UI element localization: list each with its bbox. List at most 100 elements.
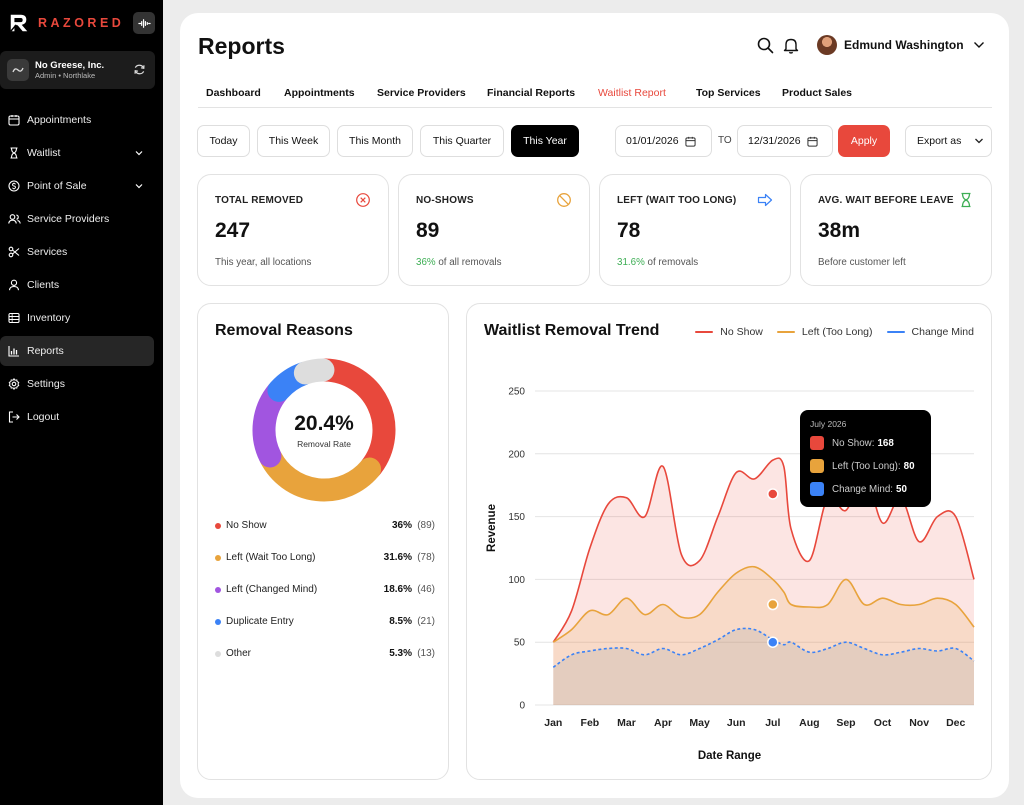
search-icon[interactable] — [757, 37, 774, 54]
removal-rate-label: Removal Rate — [297, 438, 351, 449]
date-range-separator: TO — [718, 135, 732, 146]
waveform-icon — [137, 18, 151, 28]
tab-dashboard[interactable]: Dashboard — [206, 87, 261, 99]
tab-appointments[interactable]: Appointments — [284, 87, 355, 99]
highlight-point[interactable] — [767, 598, 779, 611]
area-change-mind — [553, 628, 974, 705]
tooltip-swatch — [810, 482, 824, 496]
razored-logo-icon — [10, 14, 28, 32]
y-axis-label: Revenue — [486, 504, 498, 552]
highlight-point[interactable] — [767, 488, 779, 500]
legend-percent: 31.6% — [383, 552, 412, 563]
sidebar-item-label: Point of Sale — [27, 180, 87, 192]
calendar-icon — [8, 115, 20, 126]
sidebar-item-appointments[interactable]: Appointments — [0, 105, 154, 135]
stat-value: 78 — [617, 219, 641, 242]
x-axis-label: Date Range — [698, 750, 761, 762]
area-no-show — [553, 458, 974, 705]
sidebar-item-clients[interactable]: Clients — [0, 270, 154, 300]
period-year-button[interactable]: This Year — [511, 125, 579, 157]
period-month-button[interactable]: This Month — [337, 125, 413, 157]
tab-financial-reports[interactable]: Financial Reports — [487, 87, 576, 99]
donut-slice[interactable] — [259, 446, 382, 502]
removal-reasons-card: Removal Reasons 20.4% Removal Rate No Sh… — [197, 303, 449, 780]
stat-card-avg-wait: AVG. WAIT BEFORE LEAVE 38m Before custom… — [800, 174, 992, 286]
tab-top-services[interactable]: Top Services — [696, 87, 761, 99]
switch-refresh-icon[interactable] — [133, 63, 146, 76]
legend-item-change-mind[interactable]: Change Mind — [886, 326, 974, 338]
donut-slice[interactable] — [293, 358, 335, 385]
chevron-down-icon — [135, 184, 143, 189]
stat-label: NO-SHOWS — [416, 195, 474, 206]
sidebar-item-service-providers[interactable]: Service Providers — [0, 204, 154, 234]
tooltip-label: Change Mind: — [832, 483, 893, 495]
sidebar-toggle-button[interactable] — [133, 12, 155, 34]
legend-item-left-too-long[interactable]: Left (Too Long) — [776, 326, 873, 338]
y-tick-label: 250 — [508, 387, 525, 398]
y-tick-label: 50 — [514, 638, 526, 649]
line-left-too-long[interactable] — [552, 565, 975, 643]
donut-slice[interactable] — [313, 358, 396, 479]
sidebar-item-label: Service Providers — [27, 213, 110, 225]
sidebar-item-settings[interactable]: Settings — [0, 369, 154, 399]
x-tick-label: Jul — [765, 717, 780, 729]
scissors-icon — [8, 246, 20, 258]
x-tick-label: Mar — [617, 717, 636, 729]
stat-card-no-shows: NO-SHOWS 89 36% of all removals — [398, 174, 590, 286]
donut-center: 20.4% Removal Rate — [250, 356, 398, 504]
legend-percent: 18.6% — [383, 584, 412, 595]
sidebar-item-logout[interactable]: Logout — [0, 402, 154, 432]
highlight-point[interactable] — [767, 636, 779, 648]
bell-icon[interactable] — [783, 37, 799, 54]
filter-bar: Today This Week This Month This Quarter … — [197, 125, 992, 157]
line-change-mind[interactable] — [552, 627, 975, 668]
period-quarter-button[interactable]: This Quarter — [420, 125, 504, 157]
x-tick-label: Jun — [727, 717, 746, 729]
tooltip-swatch — [810, 459, 824, 473]
tab-waitlist-report[interactable]: Waitlist Report — [598, 87, 666, 99]
tab-service-providers[interactable]: Service Providers — [377, 87, 466, 99]
legend-count: (89) — [417, 520, 435, 531]
x-tick-label: Nov — [909, 717, 929, 729]
sidebar-item-point-of-sale[interactable]: Point of Sale — [0, 171, 154, 201]
sidebar-item-label: Clients — [27, 279, 60, 291]
hourglass-icon — [961, 192, 971, 208]
y-tick-label: 0 — [519, 701, 525, 712]
legend-label: Change Mind — [911, 326, 974, 338]
period-week-button[interactable]: This Week — [257, 125, 330, 157]
sidebar-item-label: Services — [27, 246, 68, 258]
user-icon — [8, 279, 20, 291]
tooltip-value: 80 — [903, 460, 915, 472]
org-switcher[interactable]: No Greese, Inc. Admin • Northlake — [0, 51, 155, 89]
stat-label: LEFT (WAIT TOO LONG) — [617, 195, 737, 206]
legend-dot — [215, 651, 221, 657]
date-to-field[interactable]: 12/31/2026 — [737, 125, 833, 157]
sidebar-item-waitlist[interactable]: Waitlist — [0, 138, 154, 168]
brand-logo: RAZORED — [8, 12, 124, 34]
x-tick-label: Apr — [654, 717, 672, 729]
x-tick-label: Oct — [874, 717, 892, 729]
tooltip-row: Left (Too Long): 80 — [810, 459, 915, 473]
legend-line — [695, 331, 714, 333]
org-name: No Greese, Inc. — [35, 59, 105, 71]
sidebar-item-reports[interactable]: Reports — [0, 336, 154, 366]
period-today-button[interactable]: Today — [197, 125, 250, 157]
legend-label: Left (Changed Mind) — [226, 584, 318, 595]
tab-product-sales[interactable]: Product Sales — [782, 87, 853, 99]
main-panel: Reports Edmund Washington Dashboard Appo… — [180, 13, 1009, 798]
user-name: Edmund Washington — [844, 38, 964, 52]
chart-tooltip: July 2026 No Show: 168 Left (Too Long): 80… — [800, 410, 931, 507]
sidebar-item-inventory[interactable]: Inventory — [0, 303, 154, 333]
legend-item-no-show[interactable]: No Show — [695, 326, 763, 338]
apply-button[interactable]: Apply — [838, 125, 890, 157]
sidebar: RAZORED No Greese, Inc. Admin • Northlak… — [0, 0, 163, 805]
avatar — [817, 35, 837, 55]
legend-percent: 36% — [391, 520, 412, 531]
date-from-field[interactable]: 01/01/2026 — [615, 125, 712, 157]
stat-highlight: 31.6% — [617, 257, 645, 268]
sidebar-item-services[interactable]: Services — [0, 237, 154, 267]
x-tick-label: Jan — [544, 717, 562, 729]
report-tabs: Dashboard Appointments Service Providers… — [198, 85, 992, 108]
export-dropdown[interactable]: Export as — [905, 125, 992, 157]
user-menu[interactable]: Edmund Washington — [817, 35, 985, 55]
